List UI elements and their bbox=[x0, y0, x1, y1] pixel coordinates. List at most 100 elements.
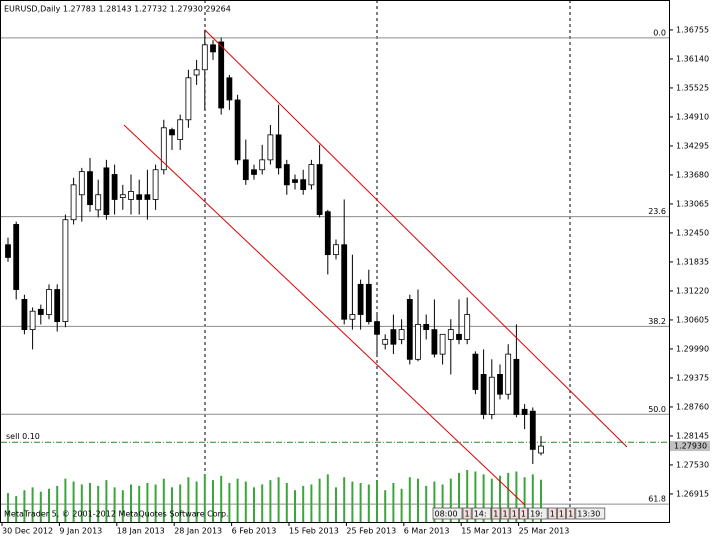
status-text: 1 bbox=[503, 510, 508, 519]
candle-body bbox=[275, 134, 282, 169]
candle-body bbox=[119, 194, 126, 198]
candle-body bbox=[54, 289, 61, 322]
candle-body bbox=[480, 374, 487, 415]
candle-body bbox=[316, 164, 323, 215]
y-tick-label: 1.36755 bbox=[676, 25, 709, 34]
candle-body bbox=[472, 353, 479, 390]
candle-body bbox=[382, 339, 389, 345]
status-box bbox=[547, 507, 557, 520]
status-box bbox=[557, 507, 567, 520]
candle-body bbox=[406, 299, 413, 360]
candle-body bbox=[415, 324, 421, 360]
candle-body bbox=[488, 376, 495, 415]
candle-body bbox=[341, 244, 348, 320]
candle-body bbox=[87, 171, 93, 206]
y-tick-label: 1.27530 bbox=[676, 460, 709, 469]
candle-body bbox=[144, 194, 151, 200]
status-box bbox=[491, 507, 501, 520]
candle-body bbox=[431, 329, 438, 355]
fibo-label: 0.0 bbox=[653, 28, 666, 37]
candle-body bbox=[62, 219, 69, 322]
candle-body bbox=[333, 244, 339, 256]
x-tick-label: 18 Jan 2013 bbox=[117, 527, 165, 536]
status-text: 19: bbox=[530, 510, 543, 519]
candle-body bbox=[538, 445, 544, 454]
candle-body bbox=[505, 353, 512, 395]
candle-body bbox=[439, 333, 446, 355]
candle-body bbox=[259, 159, 266, 171]
candle-body bbox=[136, 194, 143, 200]
candle-body bbox=[78, 171, 85, 196]
y-tick-label: 1.29375 bbox=[676, 373, 709, 382]
candle-body bbox=[242, 159, 249, 181]
y-tick-label: 1.34910 bbox=[676, 112, 709, 121]
fibo-label: 38.2 bbox=[648, 317, 666, 326]
y-tick-label: 1.36140 bbox=[676, 54, 709, 63]
front-layer bbox=[123, 29, 628, 506]
candle-body bbox=[210, 44, 216, 53]
candle-body bbox=[497, 374, 503, 395]
x-tick-label: 30 Dec 2012 bbox=[2, 527, 53, 536]
status-text: 1 bbox=[568, 510, 573, 519]
y-tick-label: 1.33065 bbox=[676, 199, 709, 208]
status-text: 08:00 bbox=[435, 510, 458, 519]
status-box bbox=[519, 507, 529, 520]
x-tick-label: 6 Feb 2013 bbox=[232, 527, 277, 536]
candle-body bbox=[103, 167, 110, 215]
bid-box bbox=[670, 441, 710, 452]
y-tick-label: 1.35525 bbox=[676, 83, 709, 92]
y-tick-label: 1.30605 bbox=[676, 315, 709, 324]
chart-header: EURUSD,Daily 1.27783 1.28143 1.27732 1.2… bbox=[4, 5, 231, 14]
x-tick-label: 6 Mar 2013 bbox=[404, 527, 450, 536]
y-tick-label: 1.28760 bbox=[676, 402, 709, 411]
y-tick-label: 1.31835 bbox=[676, 257, 709, 266]
main-layer: 1.36755 1.36140 1.35525 1.34910 1.34295 1.336… bbox=[1, 25, 710, 536]
status-text: 1 bbox=[521, 510, 526, 519]
candle-body bbox=[185, 77, 192, 121]
bid-label: 1.27930 bbox=[674, 442, 707, 451]
sell-label: sell 0.10 bbox=[6, 432, 40, 441]
candle-body bbox=[46, 289, 52, 315]
channel-line bbox=[204, 29, 628, 448]
candle-body bbox=[357, 283, 364, 315]
status-text: 1 bbox=[512, 510, 517, 519]
copyright: MetaTrader 5, © 2001-2012 MetaQuotes Sof… bbox=[4, 510, 229, 519]
candle-body bbox=[390, 329, 397, 345]
status-box bbox=[509, 507, 519, 520]
status-box bbox=[528, 507, 548, 520]
status-text: 1 bbox=[493, 510, 498, 519]
candle-body bbox=[513, 358, 520, 415]
candle-body bbox=[70, 184, 77, 221]
y-tick-label: 1.34295 bbox=[676, 141, 709, 150]
candle-body bbox=[95, 194, 102, 211]
status-box bbox=[566, 507, 576, 520]
x-tick-label: 25 Mar 2013 bbox=[519, 527, 570, 536]
status-box bbox=[575, 507, 606, 520]
status-text: 1 bbox=[559, 510, 564, 519]
candle-body bbox=[292, 179, 298, 183]
candle-body bbox=[300, 179, 307, 190]
candle-body bbox=[201, 44, 208, 71]
candle-body bbox=[308, 164, 315, 186]
y-tick-label: 1.26915 bbox=[676, 489, 709, 498]
status-box bbox=[432, 507, 463, 520]
candle-body bbox=[529, 410, 536, 450]
candle-body bbox=[111, 174, 118, 200]
candle-body bbox=[5, 244, 11, 258]
candle-body bbox=[128, 191, 134, 200]
candle-body bbox=[521, 408, 528, 415]
candle-body bbox=[464, 314, 471, 340]
channel-line bbox=[123, 124, 526, 506]
candle-body bbox=[398, 329, 405, 340]
candle-body bbox=[152, 169, 159, 200]
x-tick-label: 15 Mar 2013 bbox=[461, 527, 512, 536]
candle-body bbox=[267, 134, 274, 161]
fibo-label: 50.0 bbox=[648, 405, 666, 414]
status-box bbox=[500, 507, 510, 520]
candle-body bbox=[160, 127, 167, 171]
candle-body bbox=[29, 310, 36, 331]
fibo-label: 61.8 bbox=[648, 495, 666, 504]
candle-body bbox=[324, 211, 331, 256]
